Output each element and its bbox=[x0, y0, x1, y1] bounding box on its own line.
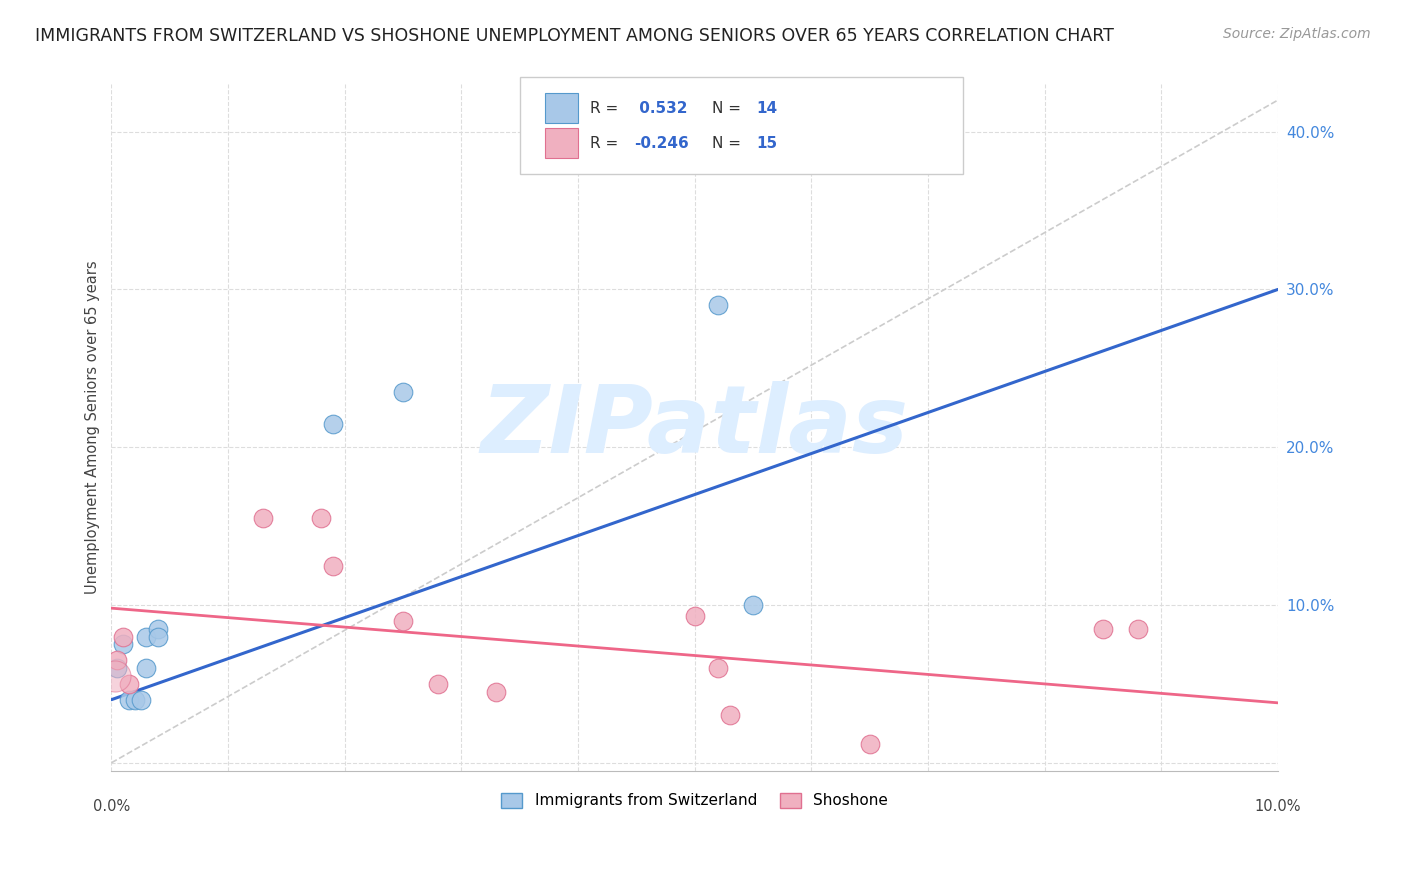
Text: N =: N = bbox=[713, 101, 747, 116]
Y-axis label: Unemployment Among Seniors over 65 years: Unemployment Among Seniors over 65 years bbox=[86, 260, 100, 594]
Text: R =: R = bbox=[589, 101, 623, 116]
Legend: Immigrants from Switzerland, Shoshone: Immigrants from Switzerland, Shoshone bbox=[495, 787, 894, 814]
Point bbox=[118, 692, 141, 706]
Point bbox=[683, 609, 706, 624]
Text: IMMIGRANTS FROM SWITZERLAND VS SHOSHONE UNEMPLOYMENT AMONG SENIORS OVER 65 YEARS: IMMIGRANTS FROM SWITZERLAND VS SHOSHONE … bbox=[35, 27, 1114, 45]
Text: ZIPatlas: ZIPatlas bbox=[481, 382, 908, 474]
Point bbox=[485, 685, 508, 699]
Text: 0.0%: 0.0% bbox=[93, 799, 129, 814]
Point bbox=[146, 630, 169, 644]
Point bbox=[129, 692, 152, 706]
Text: 15: 15 bbox=[756, 136, 778, 151]
Point bbox=[124, 692, 146, 706]
Point bbox=[1126, 622, 1149, 636]
Point bbox=[105, 661, 128, 675]
Point bbox=[1091, 622, 1114, 636]
Point bbox=[322, 417, 344, 431]
Point bbox=[135, 630, 157, 644]
Point bbox=[322, 558, 344, 573]
Text: 0.532: 0.532 bbox=[634, 101, 688, 116]
Point bbox=[742, 598, 765, 612]
Point bbox=[105, 653, 128, 667]
Text: 10.0%: 10.0% bbox=[1254, 799, 1301, 814]
Point bbox=[602, 109, 624, 123]
FancyBboxPatch shape bbox=[546, 128, 578, 159]
Point bbox=[392, 384, 415, 399]
Point bbox=[311, 511, 333, 525]
Point bbox=[707, 298, 730, 312]
Point bbox=[252, 511, 274, 525]
Point bbox=[707, 661, 730, 675]
Text: -0.246: -0.246 bbox=[634, 136, 689, 151]
Point bbox=[146, 622, 169, 636]
Point bbox=[392, 614, 415, 628]
Point bbox=[118, 677, 141, 691]
Text: N =: N = bbox=[713, 136, 747, 151]
Point bbox=[718, 708, 741, 723]
Text: Source: ZipAtlas.com: Source: ZipAtlas.com bbox=[1223, 27, 1371, 41]
Point bbox=[427, 677, 450, 691]
Point bbox=[135, 661, 157, 675]
Point bbox=[112, 637, 135, 651]
FancyBboxPatch shape bbox=[546, 94, 578, 123]
Text: R =: R = bbox=[589, 136, 623, 151]
Point bbox=[104, 669, 127, 683]
Text: 14: 14 bbox=[756, 101, 778, 116]
Point bbox=[859, 737, 882, 751]
FancyBboxPatch shape bbox=[520, 78, 963, 174]
Point bbox=[112, 630, 135, 644]
